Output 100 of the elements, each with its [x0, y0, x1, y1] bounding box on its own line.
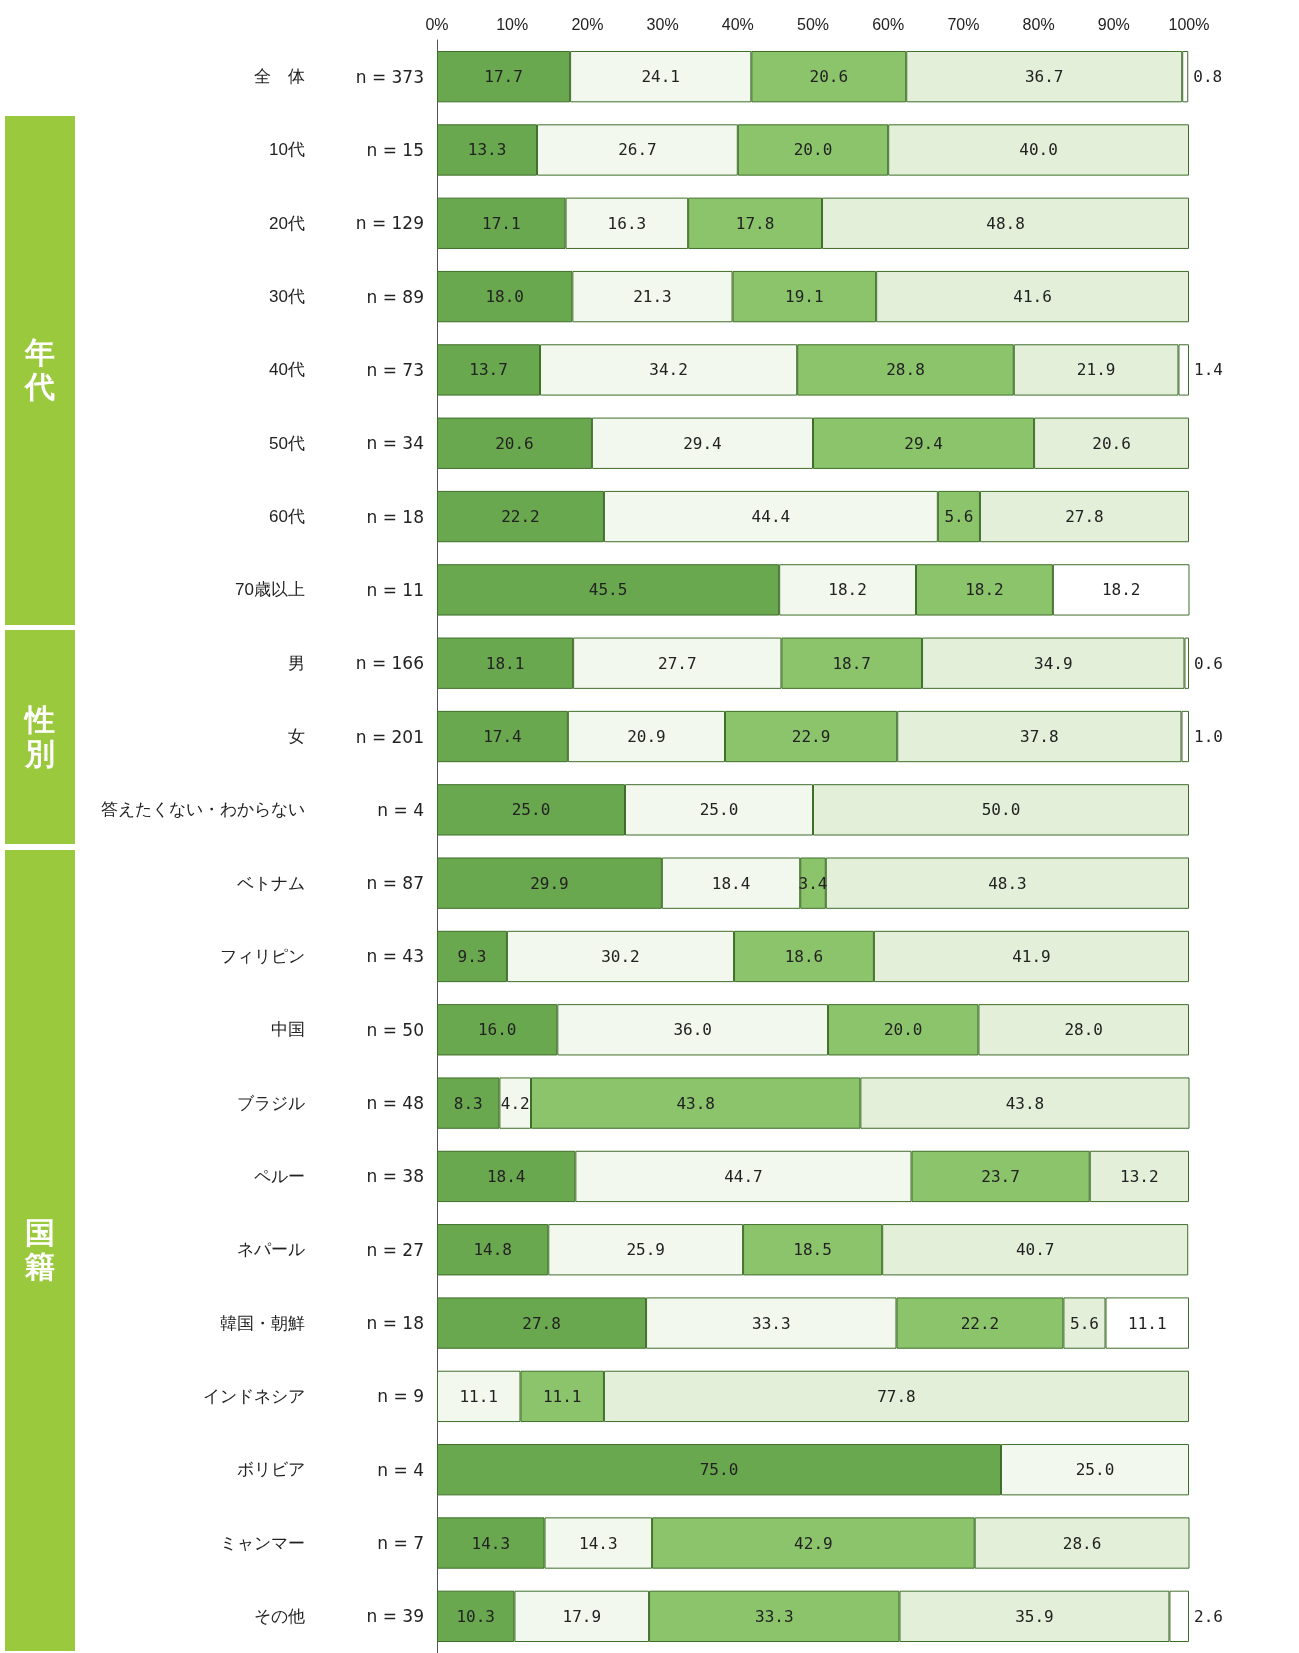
y-tick-label: 女	[288, 727, 305, 747]
text: n = 15	[366, 139, 424, 160]
text: n = 129	[355, 213, 424, 234]
y-tick-label: ボリビア	[237, 1460, 305, 1480]
data-label: 25.0	[699, 800, 739, 820]
data-label: 37.8	[1020, 727, 1059, 747]
y-tick-label: 30代	[269, 287, 305, 307]
data-label: 20.6	[809, 67, 849, 87]
data-label: 5.6	[1070, 1313, 1099, 1333]
data-label: 42.9	[794, 1533, 833, 1553]
data-label: 18.4	[486, 1166, 526, 1186]
data-label: 18.4	[711, 873, 751, 893]
text: n = 87	[366, 873, 424, 894]
data-label: 18.7	[832, 653, 871, 673]
y-tick-label: 答えたくない・わからない	[101, 800, 305, 820]
x-tick-label: 20%	[571, 15, 604, 33]
data-label: 50.0	[981, 800, 1021, 820]
text: 国籍	[25, 1215, 55, 1285]
data-label: 9.3	[457, 946, 487, 966]
data-label: 4.2	[500, 1093, 530, 1113]
data-label: 26.7	[618, 140, 657, 160]
data-label: 3.4	[798, 873, 828, 893]
data-label: 14.3	[471, 1533, 511, 1553]
x-tick-label: 10%	[496, 15, 529, 33]
data-label: 43.8	[676, 1093, 715, 1113]
text: n = 50	[366, 1019, 424, 1040]
data-label: 5.6	[944, 507, 974, 527]
text: n = 166	[355, 653, 424, 674]
data-label: 17.1	[482, 213, 521, 233]
x-tick-label: 60%	[872, 15, 905, 33]
data-label: 40.7	[1015, 1240, 1055, 1260]
y-tick-label: 50代	[269, 433, 305, 453]
data-label: 34.9	[1034, 653, 1073, 673]
data-label: 35.9	[1015, 1606, 1054, 1626]
text: n = 89	[366, 286, 424, 307]
data-label: 20.0	[793, 140, 833, 160]
data-label: 45.5	[588, 580, 628, 600]
data-label: 18.2	[1101, 580, 1141, 600]
text: n = 73	[366, 359, 424, 380]
data-label: 17.8	[735, 213, 775, 233]
data-label: 17.9	[562, 1606, 602, 1626]
text: n = 373	[355, 66, 424, 87]
data-label: 13.7	[469, 360, 508, 380]
x-tick-label: 30%	[646, 15, 679, 33]
y-tick-label: 10代	[269, 140, 305, 160]
data-label: 41.6	[1013, 287, 1052, 307]
y-tick-label: ベトナム	[237, 873, 305, 893]
data-label: 18.2	[828, 580, 867, 600]
y-tick-label: 全 体	[254, 67, 305, 87]
data-label: 22.9	[791, 727, 831, 747]
x-tick-label: 90%	[1097, 15, 1130, 33]
data-label: 41.9	[1012, 946, 1051, 966]
data-label: 36.0	[673, 1020, 712, 1040]
y-tick-label: ネパール	[237, 1240, 305, 1260]
x-tick-label: 40%	[721, 15, 754, 33]
y-tick-label: フィリピン	[220, 946, 305, 966]
text: n = 4	[377, 799, 424, 820]
data-label: 48.8	[986, 213, 1025, 233]
data-label: 1.0	[1194, 727, 1223, 747]
x-tick-label: 100%	[1168, 15, 1210, 33]
data-label: 20.6	[495, 433, 534, 453]
data-label: 13.2	[1120, 1166, 1159, 1186]
data-label: 44.7	[724, 1166, 763, 1186]
text: n = 34	[366, 433, 424, 454]
data-label: 14.3	[579, 1533, 618, 1553]
data-label: 11.1	[459, 1386, 498, 1406]
text: 性別	[25, 702, 55, 772]
data-label: 44.4	[751, 507, 791, 527]
data-label: 25.0	[1075, 1460, 1115, 1480]
text: n = 7	[377, 1533, 424, 1554]
text: n = 43	[366, 946, 424, 967]
data-label: 22.2	[960, 1313, 1000, 1333]
data-label: 1.4	[1194, 360, 1223, 380]
text: n = 39	[366, 1606, 424, 1627]
data-label: 20.6	[1092, 433, 1131, 453]
y-tick-label: ペルー	[254, 1166, 305, 1186]
data-label: 48.3	[988, 873, 1027, 893]
data-label: 0.8	[1193, 67, 1223, 87]
data-label: 20.0	[883, 1020, 923, 1040]
data-label: 18.5	[793, 1240, 832, 1260]
data-label: 13.3	[467, 140, 507, 160]
data-label: 33.3	[755, 1606, 794, 1626]
x-tick-label: 50%	[796, 15, 830, 33]
data-label: 27.8	[1065, 507, 1104, 527]
data-label: 24.1	[641, 67, 680, 87]
x-tick-label: 80%	[1022, 15, 1055, 33]
data-label: 40.0	[1019, 140, 1058, 160]
data-label: 22.2	[501, 507, 540, 527]
text: n = 18	[366, 506, 424, 527]
text: n = 38	[366, 1166, 424, 1187]
data-label: 17.4	[483, 727, 522, 747]
data-label: 30.2	[601, 946, 640, 966]
text: n = 27	[366, 1239, 424, 1260]
data-label: 18.2	[965, 580, 1004, 600]
data-label: 16.0	[477, 1020, 517, 1040]
y-tick-label: インドネシア	[203, 1386, 305, 1406]
text: n = 48	[366, 1093, 424, 1114]
data-label: 75.0	[699, 1460, 739, 1480]
data-label: 19.1	[785, 287, 824, 307]
data-label: 18.0	[485, 287, 524, 307]
